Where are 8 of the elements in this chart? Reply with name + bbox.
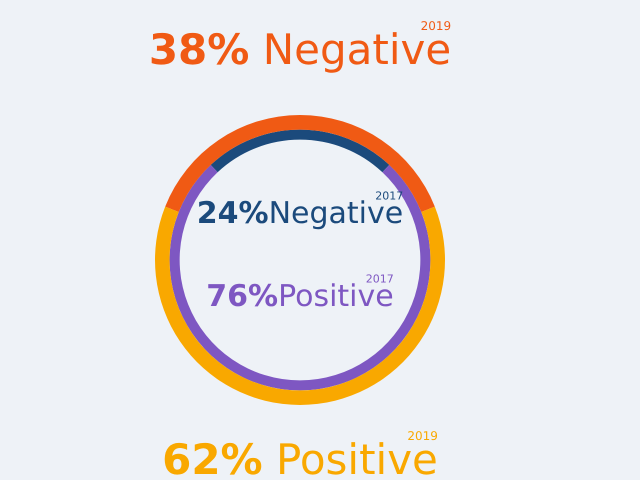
data-label: 38%	[148, 24, 250, 74]
text: 2017	[366, 272, 394, 286]
data-label: 76%	[206, 278, 278, 314]
text: 2019	[420, 19, 452, 34]
slice-label: 2019	[407, 429, 438, 444]
slice-label: 2017	[375, 189, 404, 202]
data-label: 24%	[196, 196, 269, 231]
data-label: 62%	[162, 434, 263, 480]
